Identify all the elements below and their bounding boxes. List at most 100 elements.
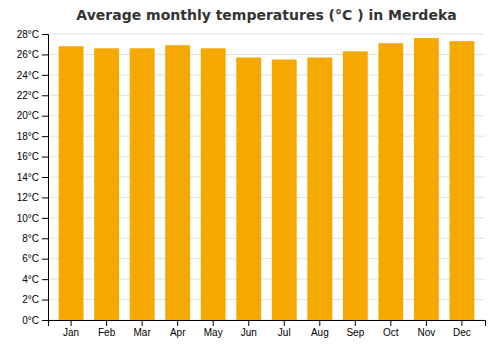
y-tick-mark bbox=[42, 218, 48, 219]
y-tick: 10°C bbox=[17, 213, 48, 224]
bar bbox=[94, 48, 119, 320]
y-tick: 22°C bbox=[17, 90, 48, 101]
x-tick-label: Dec bbox=[453, 327, 471, 338]
y-axis-line bbox=[42, 35, 49, 321]
x-tick-mark bbox=[177, 320, 178, 326]
x-tick-mark bbox=[355, 320, 356, 326]
y-tick: 26°C bbox=[17, 49, 48, 60]
x-tick: Dec bbox=[453, 320, 471, 338]
x-tick-mark bbox=[461, 320, 462, 326]
y-tick-label: 26°C bbox=[17, 49, 39, 60]
x-tick: Nov bbox=[417, 320, 435, 338]
x-tick: Jun bbox=[241, 320, 257, 338]
x-tick: Mar bbox=[134, 320, 152, 338]
x-tick: Jul bbox=[278, 320, 291, 338]
bar bbox=[449, 41, 474, 320]
y-axis: 0°C 2°C 4°C 6°C 8°C 10°C 12°C 14°C 16°C 18°C 20°C 2… bbox=[17, 29, 49, 326]
y-tick: 0°C bbox=[22, 315, 48, 326]
y-tick-mark bbox=[42, 197, 48, 198]
y-tick-label: 8°C bbox=[22, 233, 39, 244]
y-tick-label: 0°C bbox=[22, 315, 39, 326]
x-tick-label: Apr bbox=[170, 327, 186, 338]
x-tick-label: Feb bbox=[98, 327, 116, 338]
y-tick: 4°C bbox=[22, 274, 48, 285]
y-tick-mark bbox=[42, 279, 48, 280]
bar bbox=[414, 38, 439, 320]
x-tick-label: Jun bbox=[241, 327, 257, 338]
bar bbox=[236, 57, 261, 320]
x-tick: Feb bbox=[98, 320, 116, 338]
y-tick-mark bbox=[42, 95, 48, 96]
y-tick: 28°C bbox=[17, 29, 48, 40]
x-tick-label: May bbox=[204, 327, 223, 338]
bars bbox=[59, 38, 475, 320]
x-tick-mark bbox=[213, 320, 214, 326]
x-tick: Apr bbox=[170, 320, 186, 338]
grid-line bbox=[48, 34, 485, 35]
y-tick: 18°C bbox=[17, 131, 48, 142]
x-tick-mark bbox=[390, 320, 391, 326]
x-axis: Jan Feb Mar Apr May Jun Jul Aug Sep Oct Nov Dec bbox=[49, 320, 486, 338]
y-tick-mark bbox=[42, 34, 48, 35]
x-tick: Oct bbox=[383, 320, 399, 338]
x-tick-label: Sep bbox=[346, 327, 364, 338]
x-tick: Aug bbox=[311, 320, 329, 338]
bar bbox=[130, 48, 155, 320]
y-tick-mark bbox=[42, 177, 48, 178]
y-tick-mark bbox=[42, 75, 48, 76]
x-tick: Jan bbox=[63, 320, 79, 338]
y-tick-label: 10°C bbox=[17, 213, 39, 224]
y-tick-label: 20°C bbox=[17, 110, 39, 121]
x-tick-label: Mar bbox=[134, 327, 152, 338]
y-tick-label: 16°C bbox=[17, 151, 39, 162]
x-tick-label: Jan bbox=[63, 327, 79, 338]
title: Average monthly temperatures (°C ) in Me… bbox=[76, 7, 456, 23]
x-tick-label: Jul bbox=[278, 327, 291, 338]
grid bbox=[48, 34, 485, 320]
y-tick-mark bbox=[42, 320, 48, 321]
x-tick-mark bbox=[284, 320, 285, 326]
y-tick-label: 12°C bbox=[17, 192, 39, 203]
y-tick: 24°C bbox=[17, 70, 48, 81]
y-tick-mark bbox=[42, 259, 48, 260]
x-tick-mark bbox=[248, 320, 249, 326]
x-tick-label: Nov bbox=[417, 327, 435, 338]
y-tick: 2°C bbox=[22, 294, 48, 305]
x-tick-mark bbox=[142, 320, 143, 326]
x-tick-label: Oct bbox=[383, 327, 399, 338]
bar bbox=[307, 57, 332, 320]
chart-svg: 0°C 2°C 4°C 6°C 8°C 10°C 12°C 14°C 16°C 18°C 20°C 2… bbox=[0, 0, 500, 350]
x-tick-mark bbox=[426, 320, 427, 326]
chart-container: 0°C 2°C 4°C 6°C 8°C 10°C 12°C 14°C 16°C 18°C 20°C 2… bbox=[0, 0, 500, 350]
y-tick: 14°C bbox=[17, 172, 48, 183]
bar bbox=[343, 51, 368, 320]
y-tick: 12°C bbox=[17, 192, 48, 203]
x-tick: May bbox=[204, 320, 223, 338]
x-tick-mark bbox=[319, 320, 320, 326]
y-tick-mark bbox=[42, 238, 48, 239]
x-axis-line bbox=[49, 321, 486, 327]
y-tick: 8°C bbox=[22, 233, 48, 244]
y-tick: 20°C bbox=[17, 110, 48, 121]
y-tick-label: 6°C bbox=[22, 253, 39, 264]
bar bbox=[378, 43, 403, 320]
x-tick-label: Aug bbox=[311, 327, 329, 338]
bar bbox=[201, 48, 226, 320]
y-tick-mark bbox=[42, 54, 48, 55]
y-tick: 16°C bbox=[17, 151, 48, 162]
y-tick-label: 2°C bbox=[22, 294, 39, 305]
y-tick-label: 22°C bbox=[17, 90, 39, 101]
y-tick-label: 28°C bbox=[17, 29, 39, 40]
y-tick-mark bbox=[42, 157, 48, 158]
y-tick-label: 4°C bbox=[22, 274, 39, 285]
bar bbox=[59, 46, 84, 320]
y-tick-mark bbox=[42, 136, 48, 137]
x-tick-mark bbox=[71, 320, 72, 326]
y-tick: 6°C bbox=[22, 253, 48, 264]
bar bbox=[165, 45, 190, 320]
y-tick-label: 18°C bbox=[17, 131, 39, 142]
y-tick-label: 14°C bbox=[17, 172, 39, 183]
y-tick-mark bbox=[42, 116, 48, 117]
y-tick-label: 24°C bbox=[17, 70, 39, 81]
y-tick-mark bbox=[42, 300, 48, 301]
